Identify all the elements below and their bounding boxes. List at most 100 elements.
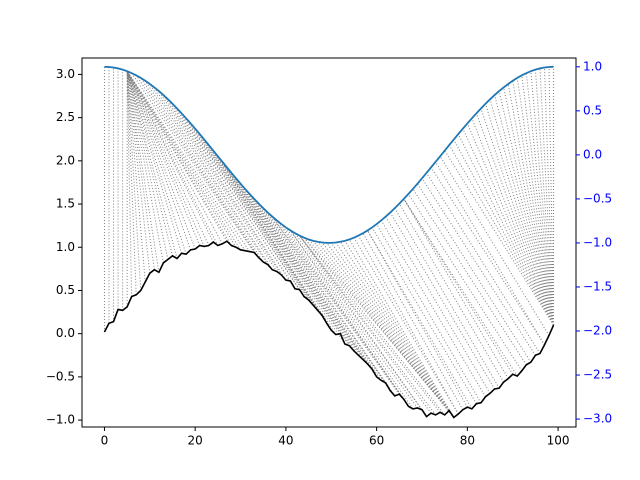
- alignment-line: [321, 242, 455, 418]
- alignment-line: [290, 230, 414, 410]
- alignment-line: [348, 239, 455, 418]
- alignment-line: [280, 223, 405, 400]
- alignment-line: [507, 83, 555, 326]
- y-tick-label: 1.5: [56, 197, 75, 211]
- alignment-line: [149, 83, 269, 265]
- alignment-line: [126, 70, 251, 252]
- alignment-line: [403, 198, 514, 375]
- alignment-line: [407, 193, 523, 372]
- alignment-line: [217, 155, 341, 334]
- alignment-line: [217, 156, 337, 335]
- alignment-line: [126, 71, 146, 282]
- alignment-line: [380, 220, 486, 398]
- alignment-line: [534, 69, 555, 326]
- alignment-line: [494, 94, 555, 326]
- alignment-line: [385, 216, 491, 394]
- alignment-line: [240, 183, 364, 360]
- alignment-line: [457, 133, 554, 326]
- alignment-line: [126, 70, 219, 246]
- alignment-line: [335, 242, 455, 418]
- x-tick-label: 0: [101, 434, 109, 448]
- alignment-line: [412, 188, 527, 366]
- y-tick-label: 1.0: [56, 240, 75, 254]
- alignment-line: [271, 216, 400, 395]
- alignment-line: [539, 68, 555, 326]
- alignment-line: [126, 70, 241, 251]
- alignment-line: [131, 72, 255, 253]
- alignment-line: [516, 77, 555, 326]
- y-tick-label: 0.0: [56, 326, 75, 340]
- alignment-line: [226, 167, 350, 347]
- alignment-line: [126, 71, 151, 274]
- alignment-line: [126, 71, 155, 270]
- alignment-line: [353, 237, 459, 415]
- x-tick-label: 100: [547, 434, 570, 448]
- alignment-line: [503, 87, 555, 326]
- alignment-line: [394, 207, 500, 389]
- alignment-line: [135, 75, 260, 258]
- alignment-line: [330, 242, 455, 418]
- y-tick-label: 3.0: [56, 67, 75, 81]
- y2-tick-label: −3.0: [583, 412, 612, 426]
- alignment-line: [498, 90, 555, 326]
- alignment-line: [126, 70, 246, 251]
- alignment-line: [426, 172, 541, 354]
- alignment-line: [403, 198, 509, 379]
- x-tick-label: 20: [188, 434, 203, 448]
- alignment-line: [367, 230, 468, 408]
- alignment-line: [512, 80, 555, 326]
- alignment-line: [153, 87, 273, 270]
- alignment-line: [235, 178, 359, 356]
- alignment-line: [489, 99, 555, 326]
- y-tick-label: 2.0: [56, 153, 75, 167]
- alignment-line: [453, 139, 554, 326]
- alignment-line: [126, 70, 214, 243]
- alignment-line: [290, 230, 418, 409]
- alignment-line: [126, 71, 142, 291]
- y2-tick-label: −2.5: [583, 368, 612, 382]
- alignment-line: [308, 239, 455, 418]
- alignment-line: [126, 70, 232, 246]
- alignment-line: [299, 235, 427, 417]
- alignment-line: [172, 103, 291, 282]
- alignment-line: [126, 71, 205, 247]
- y-tick-label: −1.0: [46, 413, 75, 427]
- alignment-line: [244, 188, 368, 365]
- alignment-line: [208, 144, 328, 324]
- alignment-line: [276, 220, 405, 400]
- series-line: [104, 65, 554, 244]
- x-tick-label: 40: [278, 434, 293, 448]
- alignment-line: [285, 227, 409, 407]
- alignment-line: [439, 156, 550, 336]
- alignment-line: [194, 128, 314, 306]
- alignment-line: [466, 123, 555, 326]
- alignment-line: [398, 203, 505, 383]
- alignment-line: [249, 193, 373, 370]
- alignment-line: [417, 183, 532, 363]
- alignment-line: [267, 212, 391, 391]
- alignment-line: [521, 75, 555, 326]
- alignment-line: [358, 235, 459, 415]
- alignment-line: [163, 94, 282, 276]
- alignment-line: [403, 198, 518, 377]
- y-tick-label: 2.5: [56, 110, 75, 124]
- y2-tick-label: 1.0: [583, 59, 602, 73]
- alignment-line: [126, 71, 183, 254]
- alignment-line: [126, 70, 210, 246]
- alignment-line: [444, 150, 554, 326]
- y2-tick-label: −1.0: [583, 235, 612, 249]
- alignment-line: [190, 123, 310, 301]
- x-tick-label: 80: [460, 434, 475, 448]
- alignment-line: [126, 71, 137, 295]
- alignment-line: [471, 118, 555, 326]
- alignment-line: [294, 232, 423, 411]
- alignment-line: [126, 71, 187, 255]
- y2-tick-label: −0.5: [583, 191, 612, 205]
- alignment-line: [548, 66, 555, 326]
- y-tick-label: −0.5: [46, 369, 75, 383]
- series-line: [103, 240, 555, 419]
- alignment-line: [480, 108, 555, 326]
- alignment-line: [176, 108, 296, 290]
- alignment-line: [158, 90, 278, 272]
